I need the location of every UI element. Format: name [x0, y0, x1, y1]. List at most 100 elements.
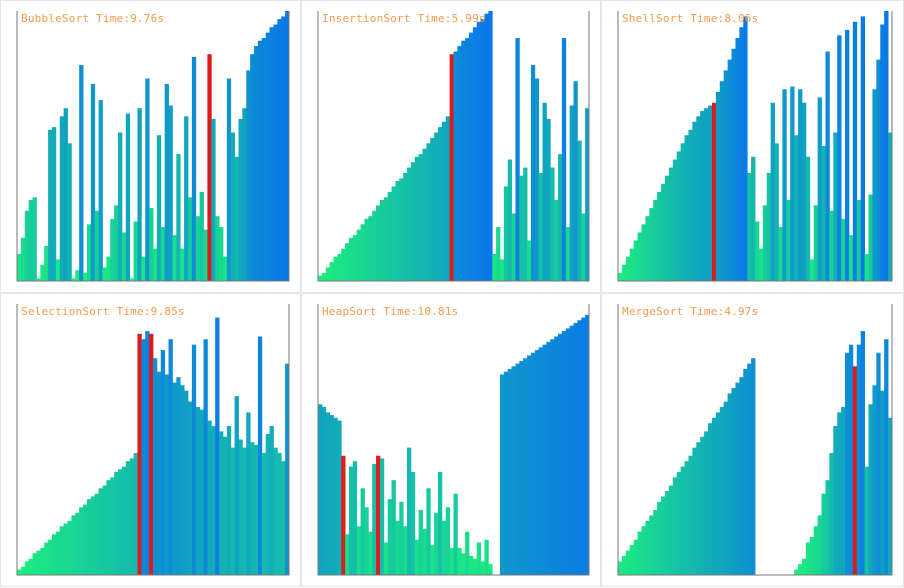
bar [430, 137, 435, 281]
bar [868, 404, 873, 575]
bar [805, 156, 811, 281]
bar [577, 140, 582, 281]
bar [884, 339, 889, 575]
bar [569, 105, 574, 281]
bar [825, 480, 830, 575]
bar [383, 197, 389, 281]
bar [254, 46, 259, 281]
bar [538, 347, 543, 575]
panel-title: HeapSort Time:10.81s [322, 305, 459, 318]
bar [356, 526, 361, 575]
bubble-sort-panel: BubbleSort Time:9.76s [0, 0, 301, 293]
bar [345, 243, 350, 281]
bar [129, 278, 134, 281]
bar [774, 143, 779, 281]
bar [110, 477, 115, 575]
bar [32, 197, 37, 281]
bar [680, 466, 685, 575]
bar [465, 531, 470, 575]
bar [633, 539, 638, 575]
bar [141, 339, 146, 575]
bar [149, 333, 154, 575]
bar [577, 320, 582, 575]
bar [352, 235, 358, 281]
bar [238, 439, 243, 575]
bar [195, 406, 201, 575]
bar [44, 245, 49, 281]
bar [530, 352, 536, 575]
bar [118, 132, 123, 281]
bar [758, 248, 764, 281]
bar [813, 205, 819, 281]
bar [641, 224, 646, 281]
bar [805, 542, 811, 575]
bar [125, 461, 131, 575]
bar [79, 65, 84, 281]
bar [17, 569, 22, 575]
bar [484, 539, 489, 575]
bar [625, 256, 631, 281]
bar [341, 248, 346, 281]
bar [519, 360, 524, 575]
bar [67, 143, 72, 281]
bar [515, 38, 520, 281]
bar [199, 409, 204, 575]
bar [137, 108, 142, 281]
bar [59, 526, 65, 575]
bar [403, 526, 408, 575]
bar [445, 507, 451, 575]
bar [680, 143, 685, 281]
bar [410, 472, 416, 575]
bar [250, 442, 255, 575]
bar [426, 488, 431, 575]
bar [585, 108, 590, 281]
bar [573, 322, 578, 575]
bar [172, 382, 177, 575]
bar [461, 553, 466, 575]
bar [845, 352, 850, 575]
bar [24, 210, 30, 281]
bar [434, 512, 439, 575]
bar [285, 11, 290, 281]
panel-title: SelectionSort Time:9.85s [21, 305, 185, 318]
bar [480, 561, 485, 575]
bar [348, 466, 354, 575]
bar [554, 200, 559, 281]
bar [176, 154, 181, 281]
bar [219, 227, 224, 281]
bar [715, 92, 721, 281]
bar [230, 447, 235, 575]
bar [661, 183, 666, 281]
bar [86, 224, 92, 281]
bar [145, 331, 150, 575]
bar [872, 385, 877, 575]
bar [794, 569, 799, 575]
bar [222, 256, 228, 281]
bar [410, 162, 416, 281]
bar [418, 509, 423, 575]
bar [422, 148, 427, 281]
bar [414, 539, 420, 575]
bar [191, 344, 197, 575]
bar [468, 556, 474, 575]
bar [833, 425, 838, 575]
bar [852, 21, 858, 282]
bar [187, 401, 193, 575]
bar [523, 167, 528, 281]
bar [637, 531, 642, 575]
bar [715, 412, 721, 575]
bar [550, 339, 555, 575]
bar [376, 205, 381, 281]
bar [28, 200, 33, 281]
bar [786, 200, 791, 281]
bar [503, 371, 509, 575]
bar [51, 534, 57, 575]
bar [817, 97, 822, 282]
bar [747, 363, 752, 575]
bar [704, 108, 709, 281]
selection-sort-panel: SelectionSort Time:9.85s [0, 293, 301, 587]
bar [368, 531, 373, 575]
bar [629, 248, 635, 281]
bar [36, 278, 41, 281]
